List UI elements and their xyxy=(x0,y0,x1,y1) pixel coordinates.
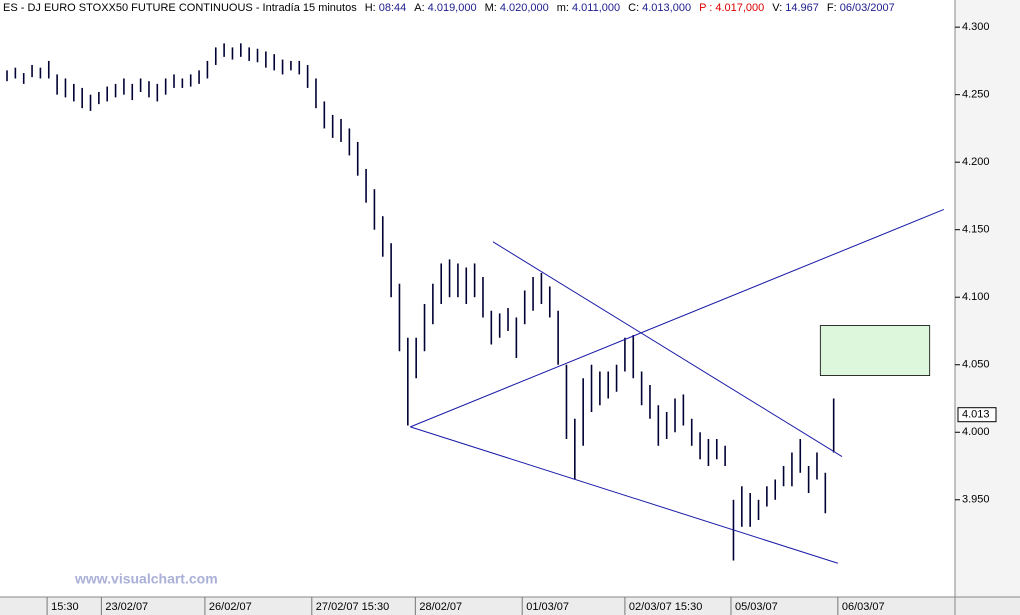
stat-value: 4.013,000 xyxy=(642,2,691,14)
y-tick-label: 4.050 xyxy=(962,359,990,371)
stat-value: 4.017,000 xyxy=(715,2,764,14)
stat-value: 4.019,000 xyxy=(428,2,477,14)
stat-value: 4.011,000 xyxy=(572,2,620,14)
y-tick-label: 4.300 xyxy=(962,21,990,33)
stat-label: m: xyxy=(557,2,569,14)
stat-value: 14.967 xyxy=(785,2,819,14)
stat-value: 08:44 xyxy=(379,2,407,14)
stat-label: H: xyxy=(365,2,376,14)
last-price-label: 4.013 xyxy=(962,409,990,421)
x-tick-label: 05/03/07 xyxy=(735,601,778,613)
y-tick-label: 4.000 xyxy=(962,426,990,438)
y-tick-label: 4.150 xyxy=(962,224,990,236)
y-tick-label: 4.250 xyxy=(962,89,990,101)
stat-value: 06/03/2007 xyxy=(840,2,895,14)
y-tick-label: 4.100 xyxy=(962,291,990,303)
trend-line xyxy=(410,208,945,428)
y-axis-panel xyxy=(955,0,1020,615)
stat-label: A: xyxy=(414,2,424,14)
x-tick-label: 01/03/07 xyxy=(526,601,569,613)
stat-label: P : xyxy=(699,2,712,14)
header-title: ES - DJ EURO STOXX50 FUTURE CONTINUOUS -… xyxy=(3,2,357,14)
y-tick-label: 4.200 xyxy=(962,156,990,168)
x-tick-label: 28/02/07 xyxy=(419,601,462,613)
stat-label: V: xyxy=(772,2,782,14)
stat-value: 4.020,000 xyxy=(500,2,549,14)
y-tick-label: 3.950 xyxy=(962,494,990,506)
x-tick-label: 27/02/07 15:30 xyxy=(316,601,389,613)
trend-line xyxy=(492,241,843,457)
x-tick-label: 23/02/07 xyxy=(105,601,148,613)
target-zone xyxy=(819,325,931,376)
stat-label: M: xyxy=(485,2,497,14)
x-tick-label: 26/02/07 xyxy=(209,601,252,613)
watermark: www.visualchart.com xyxy=(74,571,218,587)
stat-label: F: xyxy=(827,2,837,14)
trend-line xyxy=(410,426,839,564)
stat-label: C: xyxy=(628,2,639,14)
header: ES - DJ EURO STOXX50 FUTURE CONTINUOUS -… xyxy=(3,2,895,14)
x-tick-label: 06/03/07 xyxy=(842,601,885,613)
x-axis-panel xyxy=(0,597,1020,615)
last-price-box xyxy=(957,407,997,423)
x-tick-label: 02/03/07 15:30 xyxy=(629,601,702,613)
x-tick-label: 15:30 xyxy=(51,601,79,613)
